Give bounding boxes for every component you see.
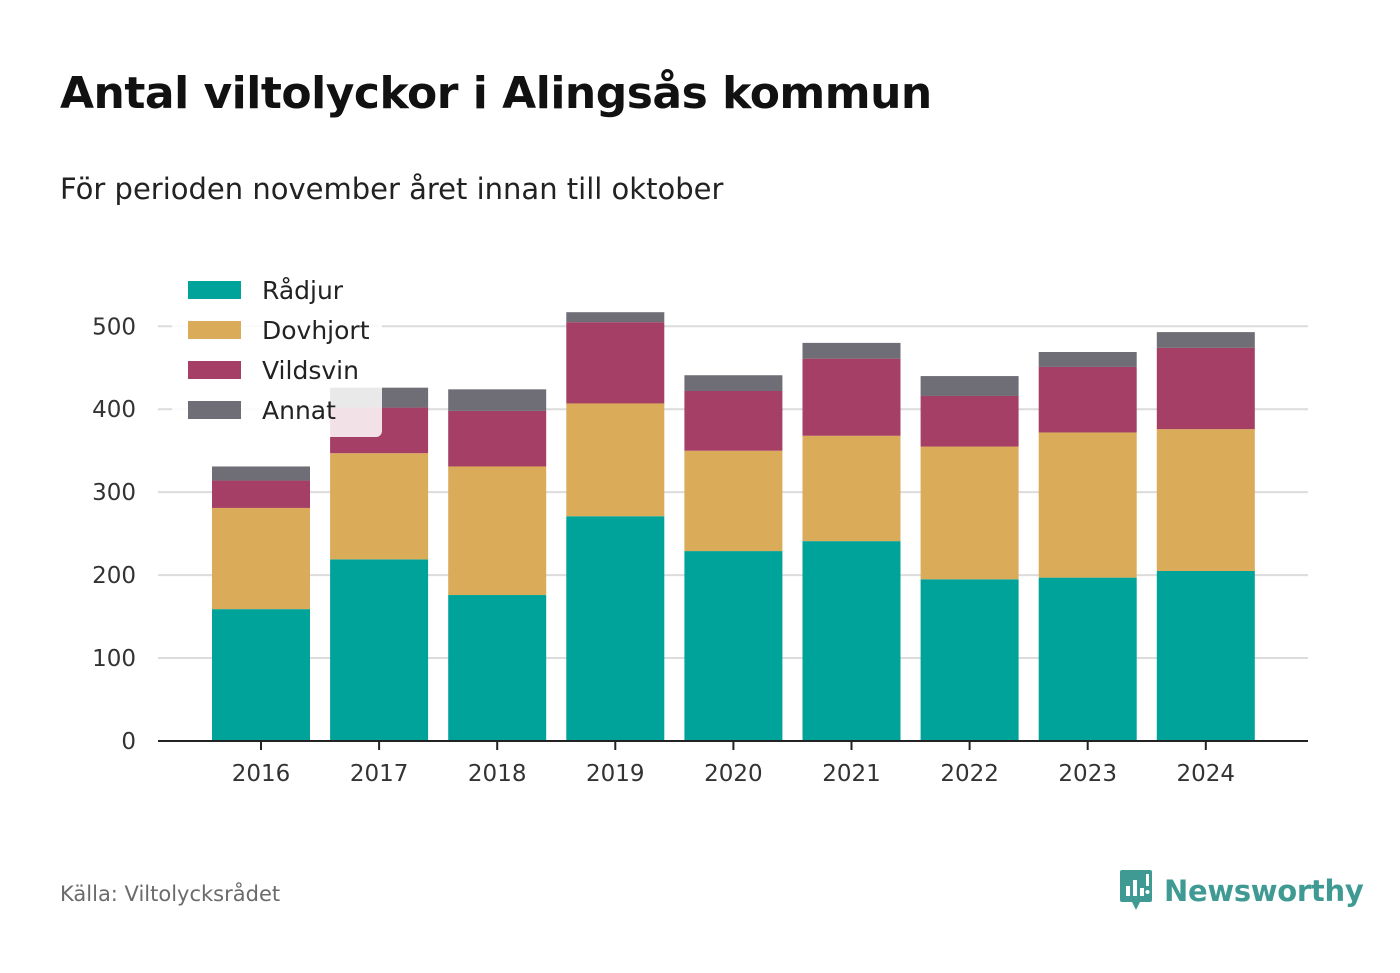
bar-segment-dovhjort [684,450,783,552]
source-note: Källa: Viltolycksrådet [60,882,281,906]
bar-segment-rådjur [684,551,783,741]
x-tick-label: 2016 [232,761,291,787]
bar-segment-annat [1156,332,1255,348]
legend-swatch [188,401,241,419]
x-tick-label: 2017 [350,761,409,787]
newsworthy-logo-icon [1120,870,1152,910]
y-tick-label: 400 [92,397,136,423]
x-tick-label: 2020 [704,761,763,787]
bar-segment-dovhjort [330,453,429,560]
bar-segment-rådjur [566,516,665,741]
x-tick-label: 2023 [1058,761,1117,787]
bar-segment-vildsvin [684,390,783,451]
y-axis: 0 100 200 300 400 500 [92,314,136,755]
bar-segment-vildsvin [920,395,1019,447]
legend-swatch [188,281,241,299]
legend-label: Vildsvin [262,356,359,385]
bar-segment-annat [566,312,665,323]
bar-segment-dovhjort [802,435,901,542]
bar-segment-vildsvin [802,358,901,436]
bar-segment-dovhjort [212,507,310,610]
bar-segment-rådjur [1038,577,1137,741]
bar-segment-dovhjort [920,446,1019,580]
bar-segment-annat [802,342,901,359]
bar-segment-dovhjort [566,403,665,517]
legend-background [172,272,382,437]
bar-segment-annat [684,375,783,391]
x-tick-label: 2019 [586,761,645,787]
bar-segment-annat [1038,352,1137,367]
bar-segment-annat [920,376,1019,396]
chart-subtitle: För perioden november året innan till ok… [60,172,724,206]
bar-segment-vildsvin [1038,366,1137,433]
bar-segment-annat [212,466,310,481]
x-tick-label: 2024 [1177,761,1236,787]
brand-name: Newsworthy [1164,874,1364,908]
bar-segment-dovhjort [1038,432,1137,578]
bar-segment-vildsvin [566,322,665,404]
bar-segment-dovhjort [448,466,547,596]
bars [212,312,1255,741]
chart-title: Antal viltolyckor i Alingsås kommun [60,68,932,119]
y-tick-label: 200 [92,563,136,589]
legend-swatch [188,321,241,339]
bar-segment-vildsvin [448,410,547,467]
y-tick-label: 100 [92,646,136,672]
x-axis: 2016 2017 2018 2019 2020 2021 2022 2023 2024 [158,740,1308,787]
legend: Rådjur Dovhjort Vildsvin Annat [172,272,382,437]
bar-segment-rådjur [448,595,547,741]
x-tick-label: 2018 [468,761,527,787]
bar-segment-vildsvin [1156,347,1255,430]
legend-label: Dovhjort [262,316,370,345]
bar-segment-rådjur [802,541,901,741]
bar-segment-dovhjort [1156,429,1255,571]
y-tick-label: 500 [92,314,136,340]
bar-segment-annat [448,389,547,411]
bar-segment-rådjur [212,609,310,741]
y-tick-label: 0 [121,729,136,755]
bar-segment-rådjur [330,559,429,741]
x-tick-label: 2022 [940,761,999,787]
legend-swatch [188,361,241,379]
bar-segment-vildsvin [212,480,310,508]
bar-segment-rådjur [1156,570,1255,741]
x-tick-label: 2021 [822,761,881,787]
y-tick-label: 300 [92,480,136,506]
legend-label: Annat [262,396,336,425]
brand: Newsworthy [1118,868,1364,914]
bar-segment-rådjur [920,579,1019,741]
legend-label: Rådjur [262,276,344,305]
